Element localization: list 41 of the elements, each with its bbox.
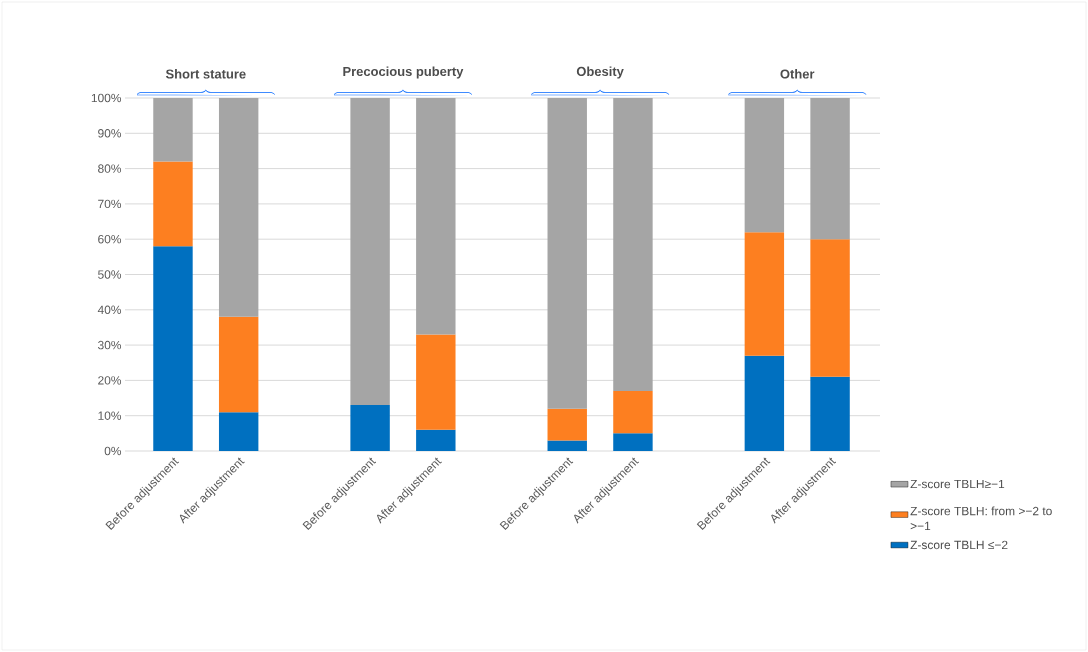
bar [810, 239, 850, 377]
y-tick-label: 40% [97, 305, 122, 315]
bar [547, 98, 587, 409]
bar [810, 98, 850, 240]
text: Short stature [165, 69, 246, 79]
bar [744, 232, 785, 356]
bar [416, 429, 456, 451]
y-tick-label: 20% [98, 376, 122, 385]
y-tick-label: 60% [98, 234, 122, 244]
bar [350, 98, 390, 406]
text: Precocious puberty [343, 66, 464, 79]
text: Other [780, 69, 815, 79]
bar [613, 433, 653, 451]
text: Obesity [576, 66, 624, 79]
bar [416, 334, 456, 430]
y-tick-label: 30% [98, 340, 122, 350]
y-tick-label: 90% [98, 129, 122, 138]
bar [613, 98, 653, 391]
bar [547, 440, 587, 451]
bar [613, 390, 653, 434]
y-tick-label: 100% [91, 93, 122, 103]
y-tick-label: 70% [98, 199, 122, 209]
bar [416, 98, 456, 335]
bar [218, 98, 259, 317]
bar [218, 316, 259, 413]
bar [218, 412, 259, 451]
bar [744, 355, 785, 451]
bar [350, 405, 390, 451]
legend-label: Z-score TBLH≥−1 [910, 479, 1005, 489]
bar [153, 98, 193, 162]
legend-label: Z-score TBLH: from >−2 to >−1 [910, 506, 1052, 531]
y-tick-label: 10% [98, 411, 122, 420]
bar [153, 246, 193, 451]
bar [744, 98, 785, 233]
bar [547, 408, 587, 441]
bar [810, 376, 850, 451]
bar [153, 161, 193, 247]
y-tick-label: 0% [104, 446, 122, 456]
y-tick-label: 50% [98, 270, 122, 279]
legend-label: Z-score TBLH ≤−2 [910, 540, 1008, 550]
y-tick-label: 80% [98, 164, 122, 173]
